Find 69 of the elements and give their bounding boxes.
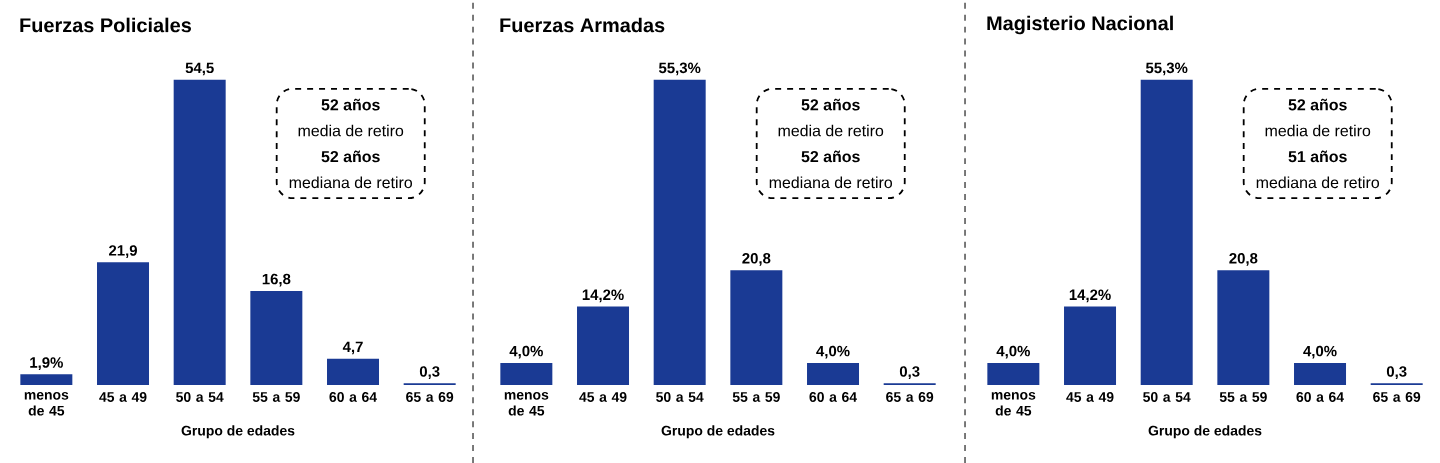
bar (1217, 270, 1270, 385)
data-label: 54,5 (185, 62, 214, 76)
x-tick-label: 60 a 64 (1296, 392, 1344, 402)
x-tick-label: 45 a 49 (579, 392, 627, 402)
chart-title: Fuerzas Armadas (500, 17, 665, 33)
x-tick-label: 50 a 54 (176, 392, 224, 402)
bar (987, 362, 1040, 385)
annotation: mediana de retiro (1256, 176, 1380, 189)
bar (250, 290, 303, 385)
annotation: media de retiro (1265, 124, 1371, 137)
data-label: 0,3 (899, 366, 920, 379)
x-tick-label: menos de 45 (24, 392, 69, 416)
x-tick-label: 55 a 59 (252, 392, 300, 402)
x-tick-label: 65 a 69 (1373, 392, 1421, 402)
data-label: 0,3 (1386, 366, 1407, 379)
annotation: 52 años (1288, 98, 1347, 111)
x-tick-label: 55 a 59 (732, 392, 780, 402)
x-tick-label: 50 a 54 (1143, 392, 1191, 402)
data-label: 4,0% (816, 345, 850, 359)
bar (97, 262, 150, 385)
x-tick-label: 65 a 69 (406, 392, 454, 402)
data-label: 4,0% (1303, 345, 1337, 359)
x-tick-label: 65 a 69 (886, 392, 934, 402)
bar (173, 79, 226, 385)
bar (1140, 79, 1193, 385)
x-tick-label: 60 a 64 (329, 392, 377, 402)
annotation: 52 años (321, 98, 380, 111)
x-tick-label: 50 a 54 (656, 392, 704, 402)
bar (327, 358, 380, 385)
x-tick-label: 55 a 59 (1219, 392, 1267, 402)
bar (1064, 306, 1117, 385)
annotation: media de retiro (298, 124, 404, 137)
bar (730, 270, 783, 385)
x-tick-label: menos de 45 (504, 392, 549, 416)
x-tick-label: 60 a 64 (809, 392, 857, 402)
bar (500, 362, 553, 385)
annotation: mediana de retiro (769, 176, 893, 189)
x-tick-label: menos de 45 (991, 392, 1036, 416)
data-label: 55,3% (1145, 62, 1188, 76)
x-axis-title: Grupo de edades (661, 425, 775, 439)
bar (1294, 362, 1347, 385)
data-label: 0,3 (419, 366, 440, 379)
data-label: 55,3% (658, 62, 701, 76)
x-tick-label: 45 a 49 (99, 392, 147, 402)
chart-title: Fuerzas Policiales (20, 17, 191, 33)
x-axis-title: Grupo de edades (1148, 425, 1262, 439)
bar (20, 374, 73, 385)
annotation: media de retiro (778, 124, 884, 137)
data-label: 16,8 (262, 273, 291, 287)
x-axis-title: Grupo de edades (181, 425, 295, 439)
data-label: 1,9% (30, 357, 63, 370)
data-label: 4,0% (509, 345, 543, 359)
bar (577, 306, 630, 385)
data-label: 20,8 (742, 253, 771, 266)
bar (807, 362, 860, 385)
chart-title: Magisterio Nacional (987, 15, 1173, 35)
data-label: 20,8 (1229, 253, 1258, 266)
data-label: 4,0% (996, 345, 1030, 359)
annotation: 52 años (801, 98, 860, 111)
data-label: 14,2% (1069, 289, 1111, 303)
annotation: 52 años (801, 150, 860, 163)
annotation: 52 años (321, 150, 380, 163)
annotation: mediana de retiro (289, 176, 413, 189)
data-label: 21,9 (109, 245, 137, 258)
data-label: 14,2% (582, 289, 624, 303)
annotation: 51 años (1288, 150, 1347, 163)
data-label: 4,7 (342, 341, 363, 355)
bar (653, 79, 706, 385)
x-tick-label: 45 a 49 (1066, 392, 1114, 402)
